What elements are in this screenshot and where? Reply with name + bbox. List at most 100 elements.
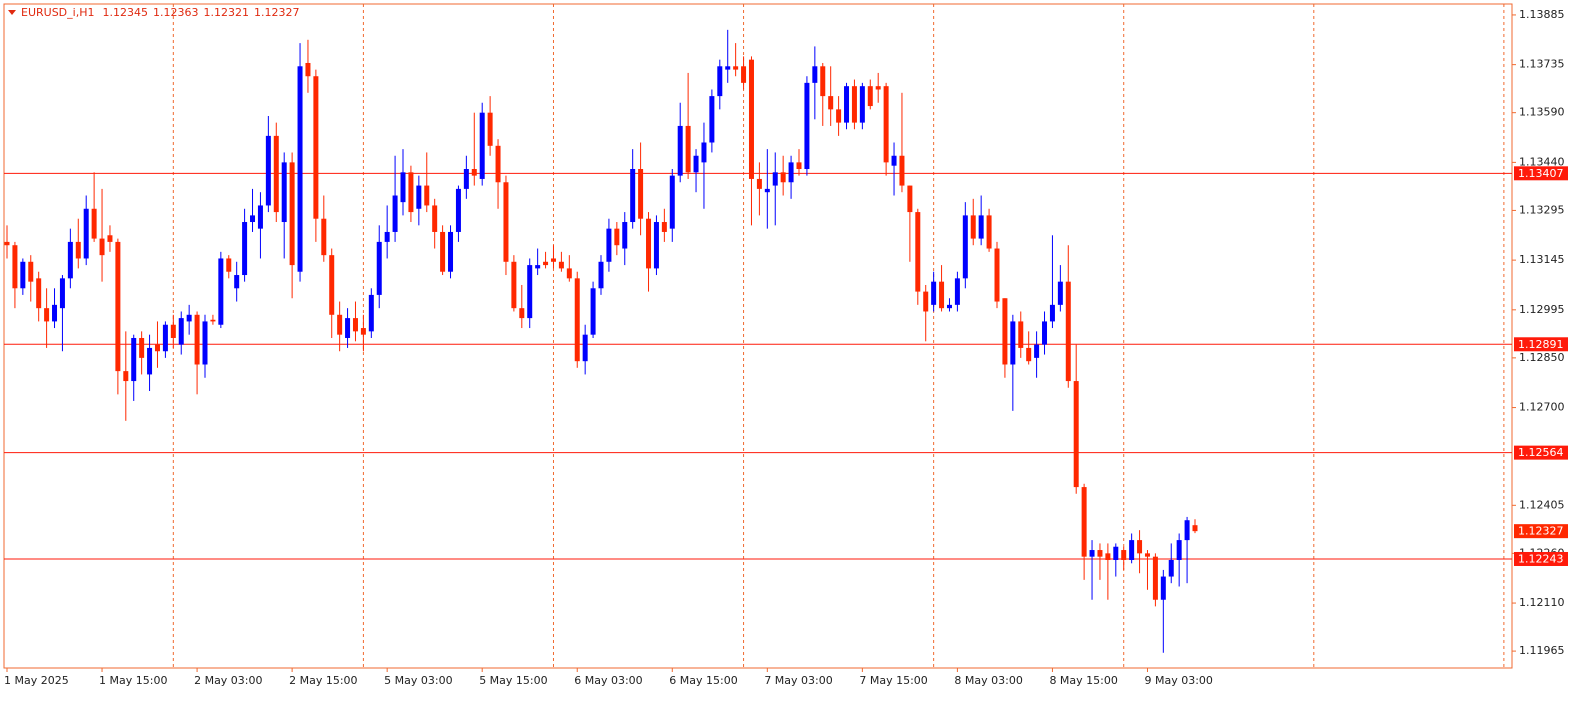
- candle-body: [1121, 550, 1127, 560]
- candle-body: [725, 66, 731, 70]
- candle-body: [503, 182, 509, 262]
- close-readout: 1.12327: [254, 6, 300, 19]
- candle-body: [59, 278, 65, 309]
- candle-body: [1105, 553, 1111, 560]
- candle-body: [733, 66, 739, 70]
- candle-body: [543, 261, 549, 266]
- chart-title: EURUSD_i,H1 1.12345 1.12363 1.12321 1.12327: [21, 6, 299, 19]
- candle-body: [202, 321, 208, 365]
- candle-body: [289, 162, 295, 266]
- candle-body: [1073, 381, 1079, 488]
- candle-body: [139, 337, 145, 358]
- candle-body: [91, 208, 97, 239]
- x-tick-label: 5 May 15:00: [479, 674, 547, 687]
- candle-body: [1176, 540, 1182, 560]
- candle-body: [107, 235, 113, 242]
- candle-body: [685, 125, 691, 173]
- plot-frame: [3, 3, 1513, 669]
- candle-body: [1026, 347, 1032, 362]
- candle-body: [566, 268, 572, 279]
- level-label: 1.12243: [1518, 552, 1564, 565]
- candle-body: [147, 347, 153, 375]
- candle-body: [574, 278, 580, 362]
- candle-body: [368, 294, 374, 332]
- candle-body: [28, 261, 34, 282]
- candle-body: [590, 288, 596, 335]
- candle-body: [479, 112, 485, 179]
- candle-body: [20, 261, 26, 289]
- candle-body: [305, 62, 311, 77]
- candle-body: [376, 241, 382, 295]
- candle-body: [598, 261, 604, 289]
- candle-body: [558, 261, 564, 269]
- x-tick-label: 6 May 03:00: [574, 674, 642, 687]
- candle-body: [131, 337, 137, 382]
- candle-body: [677, 125, 683, 176]
- candle-body: [511, 261, 517, 309]
- candle-body: [1144, 553, 1150, 557]
- low-readout: 1.12321: [203, 6, 249, 19]
- candle-body: [875, 86, 881, 90]
- x-tick-label: 6 May 15:00: [669, 674, 737, 687]
- candle-body: [1184, 520, 1190, 541]
- candle-body: [962, 215, 968, 279]
- candle-body: [321, 218, 327, 256]
- candle-body: [1065, 281, 1071, 382]
- candle-body: [1137, 540, 1143, 554]
- y-tick-label: 1.13145: [1519, 253, 1565, 266]
- candle-body: [226, 258, 232, 272]
- menu-triangle: [8, 10, 16, 15]
- symbol: EURUSD_i,H1: [21, 6, 94, 19]
- candle-body: [44, 308, 50, 322]
- level-label-box: [1514, 551, 1568, 566]
- candle-body: [527, 265, 533, 319]
- candle-body: [796, 162, 802, 170]
- candle-body: [844, 86, 850, 123]
- candle-body: [297, 66, 303, 272]
- candle-body: [99, 238, 105, 256]
- candle-body: [52, 304, 58, 322]
- level-label-box: [1514, 445, 1568, 460]
- candle-body: [392, 195, 398, 232]
- candle-body: [954, 278, 960, 305]
- candle-body: [669, 175, 675, 229]
- candle-body: [186, 314, 192, 322]
- candle-body: [4, 241, 10, 246]
- candle-body: [1097, 550, 1103, 557]
- price-label-box: [1514, 524, 1568, 539]
- candle-body: [828, 96, 834, 110]
- y-tick-label: 1.12110: [1519, 596, 1565, 609]
- candle-body: [519, 308, 525, 319]
- candle-body: [1049, 304, 1055, 322]
- level-label: 1.13407: [1518, 167, 1564, 180]
- candle-body: [748, 59, 754, 179]
- candle-body: [661, 222, 667, 232]
- y-tick-label: 1.11965: [1519, 644, 1565, 657]
- candle-body: [170, 324, 176, 338]
- candle-body: [836, 109, 842, 123]
- candle-body: [123, 371, 129, 382]
- candle-body: [463, 169, 469, 189]
- candle-body: [440, 231, 446, 272]
- candle-body: [717, 66, 723, 97]
- candle-body: [1113, 546, 1119, 560]
- x-tick-label: 7 May 03:00: [764, 674, 832, 687]
- candle-body: [630, 169, 636, 223]
- y-tick-label: 1.13440: [1519, 155, 1565, 168]
- candle-body: [1081, 487, 1087, 557]
- candle-body: [646, 218, 652, 269]
- candle-body: [329, 255, 335, 315]
- y-tick-label: 1.12995: [1519, 303, 1565, 316]
- candle-body: [424, 185, 430, 206]
- x-tick-label: 8 May 15:00: [1049, 674, 1117, 687]
- candle-body: [535, 265, 541, 269]
- candle-body: [653, 222, 659, 269]
- candle-body: [986, 215, 992, 249]
- candle-body: [234, 275, 240, 289]
- candle-body: [337, 314, 343, 335]
- open-readout: 1.12345: [102, 6, 148, 19]
- candle-body: [859, 86, 865, 123]
- candle-body: [582, 334, 588, 362]
- candle-body: [242, 222, 248, 276]
